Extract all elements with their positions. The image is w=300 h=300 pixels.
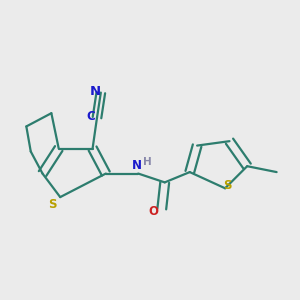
Text: N: N	[132, 159, 142, 172]
Text: H: H	[143, 157, 152, 167]
Text: S: S	[223, 179, 232, 192]
Text: C: C	[87, 110, 95, 123]
Text: O: O	[148, 205, 158, 218]
Text: S: S	[49, 198, 57, 211]
Text: N: N	[89, 85, 100, 98]
